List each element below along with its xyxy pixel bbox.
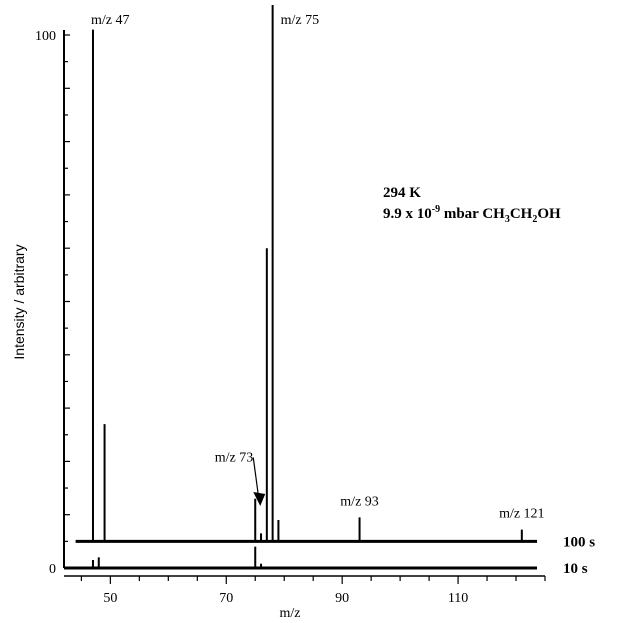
annotation-label: m/z 75 bbox=[281, 13, 320, 28]
y-axis-label: Intensity / arbitrary bbox=[11, 244, 27, 359]
condition-pressure: 9.9 x 10-9 mbar CH3CH2OH bbox=[383, 204, 561, 225]
x-tick-label: 90 bbox=[335, 591, 349, 606]
y-tick-label: 100 bbox=[35, 29, 56, 44]
pressure-unit: mbar CH bbox=[440, 206, 505, 222]
annotation-label: m/z 121 bbox=[499, 507, 545, 522]
axes: 0 100 50 70 90 110 bbox=[35, 29, 545, 606]
annotation-label: m/z 73 bbox=[215, 450, 254, 465]
formula-end: OH bbox=[537, 206, 561, 222]
y-tick-label: 0 bbox=[49, 562, 56, 577]
annotation-label: m/z 47 bbox=[91, 13, 130, 28]
series-label: 10 s bbox=[563, 561, 588, 577]
x-tick-label: 70 bbox=[219, 591, 233, 606]
x-axis-label: m/z bbox=[280, 606, 301, 621]
pressure-exponent: -9 bbox=[432, 204, 440, 215]
series-10-s: 10 s bbox=[64, 547, 588, 577]
formula-mid: CH bbox=[510, 206, 533, 222]
series-100-s: 100 s bbox=[76, 5, 596, 550]
peak-annotations: m/z 47 m/z 75 m/z 73 m/z 93 m/z 121 bbox=[91, 13, 545, 522]
annotation-label: m/z 93 bbox=[340, 494, 379, 509]
pressure-main: 9.9 x 10 bbox=[383, 206, 432, 222]
condition-temperature: 294 K bbox=[383, 185, 421, 201]
x-tick-label: 50 bbox=[103, 591, 117, 606]
spectrum-traces: 10 s 100 s bbox=[64, 5, 595, 577]
x-tick-label: 110 bbox=[448, 591, 468, 606]
series-label: 100 s bbox=[563, 534, 595, 550]
